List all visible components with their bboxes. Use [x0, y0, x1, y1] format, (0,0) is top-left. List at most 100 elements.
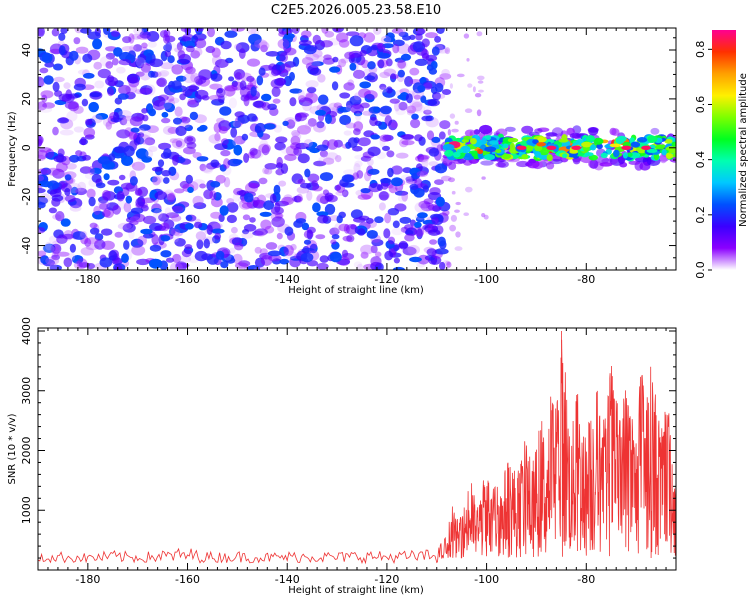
heatmap-noise-cell [414, 134, 423, 142]
heatmap-noise-cell [199, 183, 207, 189]
heatmap-band-cell [622, 152, 628, 159]
heatmap-noise-cell [121, 253, 129, 264]
heatmap-noise-cell [414, 227, 425, 237]
heatmap-noise-cell [139, 124, 151, 131]
heatmap-noise-cell [264, 168, 273, 175]
heatmap-noise-cell [440, 175, 452, 182]
heatmap-noise-cell [397, 59, 407, 69]
heatmap-noise-cell [304, 168, 311, 178]
heatmap-noise-cell [93, 205, 101, 216]
heatmap-noise-cell [346, 234, 355, 243]
heatmap-noise-cell [180, 28, 190, 32]
heatmap-noise-cell [357, 194, 371, 200]
heatmap-noise-cell [92, 210, 105, 220]
heatmap-noise-cell [391, 28, 404, 34]
heatmap-noise-cell [426, 130, 435, 141]
heatmap-noise-cell [286, 119, 296, 129]
snr-ytick-label: 1000 [20, 496, 33, 524]
heatmap-noise-cell [220, 261, 229, 269]
heatmap-noise-cell [367, 158, 374, 167]
heatmap-noise-cell [391, 227, 404, 236]
heatmap-noise-cell [80, 136, 87, 146]
heatmap-noise-cell [171, 204, 184, 211]
heatmap-noise-cell [478, 89, 484, 93]
heatmap-noise-cell [105, 76, 119, 87]
heatmap-noise-cell [367, 146, 381, 157]
heatmap-noise-cell [353, 92, 362, 101]
heatmap-noise-cell [108, 250, 117, 261]
heatmap-noise-cell [276, 232, 283, 240]
heatmap-noise-cell [220, 149, 231, 157]
heatmap-noise-cell [261, 144, 270, 156]
heatmap-band-cell [546, 154, 553, 162]
heatmap-noise-cell [399, 138, 409, 148]
heatmap-noise-cell [279, 51, 289, 63]
heatmap-noise-cell [438, 131, 446, 140]
colorbar-gradient [712, 30, 736, 270]
heatmap-noise-cell [417, 254, 430, 265]
heatmap-noise-cell [231, 226, 238, 234]
heatmap-noise-cell [298, 39, 312, 46]
heatmap-noise-cell [218, 120, 231, 132]
heatmap-noise-cell [404, 224, 414, 231]
heatmap-noise-cell [114, 264, 123, 270]
heatmap-noise-cell [322, 157, 335, 165]
heatmap-noise-cell [407, 244, 421, 255]
heatmap-noise-cell [163, 34, 170, 44]
heatmap-noise-cell [305, 92, 318, 104]
heatmap-noise-cell [80, 230, 88, 239]
heatmap-noise-cell [305, 80, 319, 89]
heatmap-noise-cell [309, 61, 321, 68]
heatmap-noise-cell [150, 71, 159, 78]
heatmap-noise-cell [67, 182, 81, 194]
heatmap-noise-cell [107, 179, 120, 186]
heatmap-noise-cell [392, 39, 405, 47]
heatmap-noise-cell [166, 191, 177, 201]
heatmap-noise-cell [61, 93, 75, 103]
heatmap-panel: -180 -160 -140 -120 -100 -80 -40 -20 0 20 40 Heigh… [7, 27, 677, 296]
heatmap-noise-cell [349, 35, 364, 47]
heatmap-noise-cell [357, 228, 366, 236]
heatmap-noise-cell [75, 150, 83, 157]
heatmap-band-cell [639, 161, 651, 171]
heatmap-noise-cell [337, 106, 351, 113]
heatmap-noise-cell [139, 70, 151, 81]
heatmap-noise-cell [210, 159, 220, 168]
heatmap-noise-cell [185, 45, 195, 53]
heatmap-noise-cell [38, 175, 45, 182]
heatmap-noise-cell [316, 144, 329, 151]
heatmap-noise-cell [210, 181, 221, 188]
heatmap-noise-cell [260, 44, 268, 53]
heatmap-noise-cell [89, 167, 102, 175]
heatmap-noise-cell [426, 248, 437, 256]
heatmap-noise-cell [404, 233, 415, 242]
heatmap-noise-cell [325, 114, 332, 124]
heatmap-noise-cell [77, 181, 87, 192]
heatmap-noise-cell [65, 163, 77, 170]
heatmap-xlabel: Height of straight line (km) [288, 285, 424, 296]
heatmap-noise-cell [182, 73, 197, 84]
heatmap-noise-cell [354, 160, 363, 168]
heatmap-noise-cell [123, 240, 130, 250]
heatmap-noise-cell [431, 217, 439, 225]
heatmap-noise-cell [136, 34, 151, 40]
heatmap-band-cell [609, 143, 621, 148]
heatmap-noise-cell [171, 64, 183, 75]
heatmap-noise-cell [391, 165, 403, 175]
heatmap-noise-cell [250, 86, 257, 97]
heatmap-noise-cell [423, 109, 432, 115]
heatmap-noise-cell [56, 234, 68, 244]
heatmap-noise-cell [392, 44, 400, 54]
heatmap-noise-cell [374, 251, 382, 258]
heatmap-noise-cell [50, 243, 62, 254]
heatmap-noise-cell [174, 238, 186, 247]
heatmap-noise-cell [49, 48, 62, 54]
heatmap-noise-cell [75, 187, 87, 196]
heatmap-noise-cell [315, 109, 326, 116]
heatmap-noise-cell [332, 28, 344, 33]
heatmap-noise-cell [51, 197, 61, 207]
heatmap-noise-cell [404, 229, 414, 236]
heatmap-noise-cell [357, 137, 371, 147]
